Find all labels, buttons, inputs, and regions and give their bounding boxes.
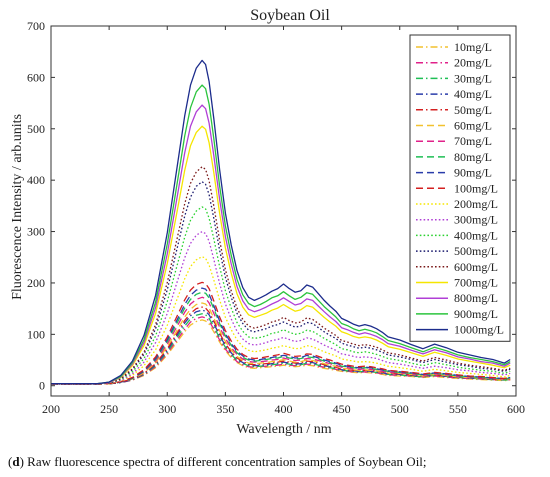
- legend-label: 1000mg/L: [454, 323, 504, 337]
- series-line: [51, 316, 511, 385]
- series-line: [51, 166, 511, 385]
- chart: Soybean Oil 200 250 300 350 400 450 500 550 600 0…: [10, 7, 525, 437]
- series-line: [51, 291, 511, 385]
- series-group: [51, 59, 511, 385]
- series-line: [51, 84, 511, 385]
- figure-caption: (d) Raw fluorescence spectra of differen…: [8, 454, 427, 469]
- x-tick-label: 400: [275, 402, 293, 416]
- y-tick-label: 600: [27, 70, 45, 84]
- legend-label: 60mg/L: [454, 119, 492, 133]
- y-tick-label: 300: [27, 225, 45, 239]
- legend-label: 10mg/L: [454, 40, 492, 54]
- series-line: [51, 206, 511, 385]
- axes-group: 200 250 300 350 400 450 500 550 600 0 100 200 300 400…: [27, 19, 525, 416]
- x-axis-label: Wavelength / nm: [236, 422, 331, 437]
- legend-label: 500mg/L: [454, 244, 498, 258]
- x-tick-label: 500: [391, 402, 409, 416]
- legend-label: 40mg/L: [454, 87, 492, 101]
- legend-label: 50mg/L: [454, 103, 492, 117]
- y-tick-label: 200: [27, 276, 45, 290]
- legend-label: 400mg/L: [454, 228, 498, 242]
- x-tick-label: 550: [449, 402, 467, 416]
- series-line: [51, 125, 511, 385]
- series-line: [51, 230, 511, 385]
- x-tick-label: 450: [333, 402, 351, 416]
- y-tick-label: 400: [27, 173, 45, 187]
- legend-label: 600mg/L: [454, 260, 498, 274]
- series-line: [51, 296, 511, 385]
- legend-label: 80mg/L: [454, 150, 492, 164]
- legend-label: 90mg/L: [454, 166, 492, 180]
- y-tick-label: 500: [27, 122, 45, 136]
- legend-label: 700mg/L: [454, 276, 498, 290]
- series-line: [51, 59, 511, 385]
- y-tick-label: 0: [39, 379, 45, 393]
- series-line: [51, 281, 511, 385]
- series-line: [51, 319, 511, 385]
- series-line: [51, 181, 511, 385]
- legend-label: 200mg/L: [454, 197, 498, 211]
- legend-box: [409, 34, 511, 342]
- legend-label: 900mg/L: [454, 307, 498, 321]
- legend-label: 20mg/L: [454, 56, 492, 70]
- x-tick-label: 300: [158, 402, 176, 416]
- y-tick-label: 100: [27, 327, 45, 341]
- y-axis-label: Fluorescence Intensity / arb.units: [10, 114, 25, 300]
- chart-title: Soybean Oil: [250, 7, 330, 24]
- caption-text: Raw fluorescence spectra of different co…: [23, 454, 427, 469]
- x-tick-label: 250: [100, 402, 118, 416]
- x-tick-label: 200: [42, 402, 60, 416]
- legend-label: 70mg/L: [454, 134, 492, 148]
- legend-label: 30mg/L: [454, 71, 492, 85]
- x-tick-label: 350: [216, 402, 234, 416]
- series-line: [51, 104, 511, 385]
- y-tick-label: 700: [27, 19, 45, 33]
- legend-label: 300mg/L: [454, 213, 498, 227]
- legend-label: 800mg/L: [454, 291, 498, 305]
- legend-label: 100mg/L: [454, 181, 498, 195]
- caption-label: d: [12, 454, 20, 469]
- x-tick-label: 600: [507, 402, 525, 416]
